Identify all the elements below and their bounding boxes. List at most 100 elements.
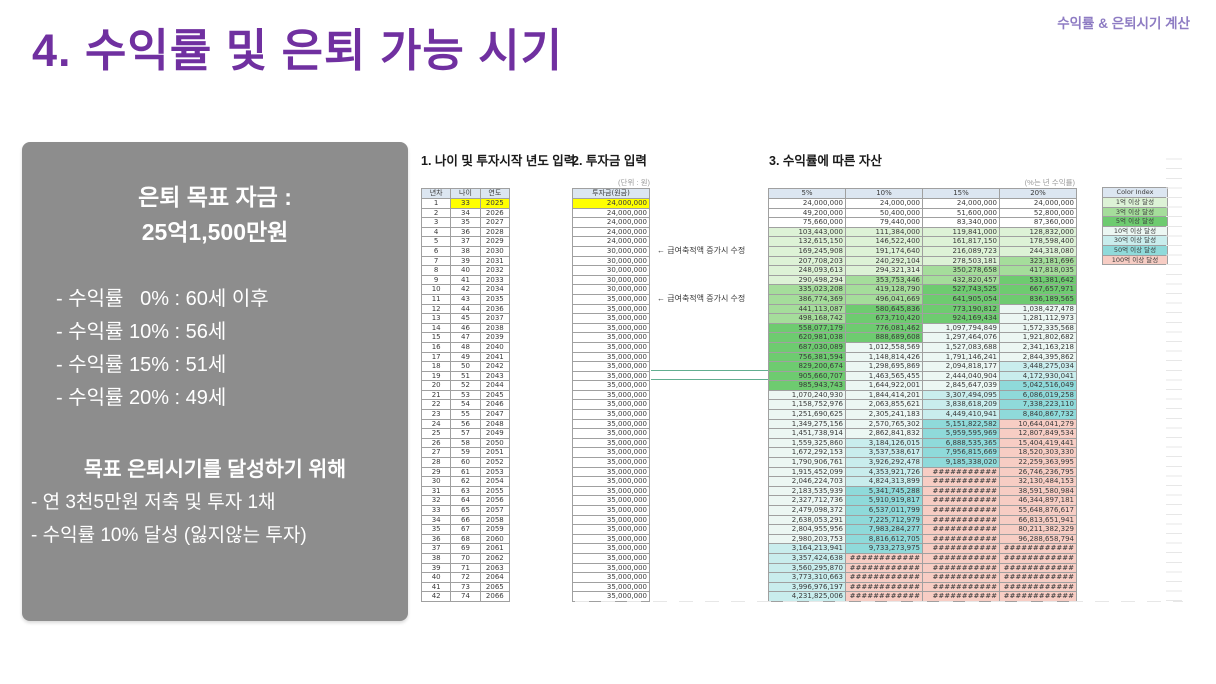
sheet-cell: 2063 <box>479 562 511 574</box>
asset-cell: 2,094,818,177 <box>922 361 1000 372</box>
list-item: - 수익률 10% 달성 (잃지않는 투자) <box>31 525 307 546</box>
excel-gridlines <box>1166 150 1182 602</box>
asset-cell: 419,128,790 <box>845 284 923 295</box>
asset-cell: 79,440,000 <box>845 217 923 228</box>
sheet-cell: 35,000,000 <box>572 581 650 593</box>
sheet-cell: 31 <box>420 485 452 497</box>
asset-cell: 1,527,083,688 <box>922 341 1000 353</box>
sheet-cell: 35,000,000 <box>572 303 650 315</box>
sheet-cell: 45 <box>450 313 481 324</box>
sheet-cell: 17 <box>420 351 452 363</box>
sheet-cell: 7 <box>420 255 452 267</box>
legend-item: 1억 이상 달성 <box>1102 197 1168 208</box>
asset-cell: 278,503,181 <box>922 255 1000 267</box>
sheet-cell: 36 <box>420 533 452 545</box>
asset-cell: ############ <box>845 552 923 564</box>
asset-cell: 2,845,647,039 <box>922 380 1000 391</box>
asset-cell: 24,000,000 <box>845 198 923 209</box>
goal-list: - 연 3천5만원 저축 및 투자 1채 - 수익률 10% 달성 (잃지않는 … <box>22 486 408 552</box>
asset-cell: 5,341,745,288 <box>845 485 923 497</box>
asset-cell: 432,820,457 <box>922 274 1000 286</box>
asset-cell: 905,660,707 <box>768 370 846 382</box>
asset-cell: 216,089,723 <box>922 245 1000 257</box>
asset-cell: ############ <box>999 581 1077 593</box>
salary-adjust-annotation: ← 급여축적액 증가시 수정 <box>657 246 746 255</box>
asset-cell: ############ <box>845 572 923 583</box>
sheet-cell: 22 <box>420 399 452 411</box>
sheet-cell: 35 <box>420 524 452 535</box>
column-header: 나이 <box>450 188 481 199</box>
asset-cell: 558,077,179 <box>768 322 846 334</box>
asset-cell: 1,559,325,860 <box>768 437 846 449</box>
asset-cell: 531,381,642 <box>999 274 1077 286</box>
sheet-cell: 2038 <box>479 322 511 334</box>
asset-cell: 3,560,295,870 <box>768 562 846 574</box>
asset-cell: 985,943,743 <box>768 380 846 391</box>
sheet-cell: 29 <box>420 466 452 478</box>
sheet-cell: 1 <box>420 198 452 209</box>
sheet-cell: 63 <box>450 485 481 497</box>
asset-cell: ########### <box>922 581 1000 593</box>
sheet-cell: 23 <box>420 409 452 420</box>
asset-cell: 417,818,035 <box>999 265 1077 276</box>
asset-cell: 49,200,000 <box>768 207 846 219</box>
sheet-cell: 49 <box>450 351 481 363</box>
asset-cell: 1,298,695,869 <box>845 361 923 372</box>
retirement-target-heading: 은퇴 목표 자금 : 25억1,500만원 <box>22 180 408 250</box>
sheet-cell: 9 <box>420 274 452 286</box>
asset-cell: ########### <box>922 562 1000 574</box>
sheet-cell: 35,000,000 <box>572 476 650 487</box>
sheet-cell: 69 <box>450 543 481 554</box>
asset-cell: 24,000,000 <box>768 198 846 209</box>
sheet-cell: 2032 <box>479 265 511 276</box>
input-cell: 24,000,000 <box>572 198 650 209</box>
asset-cell: 4,231,825,006 <box>768 591 846 602</box>
asset-cell: 2,844,395,862 <box>999 351 1077 363</box>
sheet-cell: 2029 <box>479 236 511 247</box>
asset-cell: 2,341,163,218 <box>999 341 1077 353</box>
sheet-cell: 2066 <box>479 591 511 602</box>
asset-cell: 1,297,464,076 <box>922 332 1000 343</box>
asset-cell: 248,093,613 <box>768 265 846 276</box>
sheet-cell: 35,000,000 <box>572 562 650 574</box>
asset-cell: 2,862,841,832 <box>845 428 923 439</box>
asset-cell: 169,245,908 <box>768 245 846 257</box>
asset-cell: 18,520,303,330 <box>999 447 1077 459</box>
asset-cell: 24,000,000 <box>999 198 1077 209</box>
sheet-cell: 35,000,000 <box>572 457 650 468</box>
sheet-cell: 71 <box>450 562 481 574</box>
sheet-cell: 30,000,000 <box>572 284 650 295</box>
sheet-cell: 35,000,000 <box>572 418 650 430</box>
sheet-cell: 54 <box>450 399 481 411</box>
row-trace-line <box>651 379 768 380</box>
sheet-cell: 64 <box>450 495 481 506</box>
sheet-cell: 38 <box>420 552 452 564</box>
sheet-cell: 2060 <box>479 533 511 545</box>
asset-cell: 1,251,690,625 <box>768 409 846 420</box>
sheet-cell: 2026 <box>479 207 511 219</box>
asset-cell: 51,600,000 <box>922 207 1000 219</box>
sheet-cell: 41 <box>420 581 452 593</box>
asset-cell: 3,773,310,663 <box>768 572 846 583</box>
sheet-cell: 48 <box>450 341 481 353</box>
sheet-cell: 50 <box>450 361 481 372</box>
sheet-cell: 2033 <box>479 274 511 286</box>
sheet-cell: 35,000,000 <box>572 591 650 602</box>
sheet-cell: 27 <box>420 447 452 459</box>
legend-item: 100억 이상 달성 <box>1102 254 1168 266</box>
sheet-cell: 3 <box>420 217 452 228</box>
asset-cell: 836,189,565 <box>999 293 1077 305</box>
asset-cell: 46,344,897,181 <box>999 495 1077 506</box>
age-year-table: 년차 나이 연도 1 33 2025 2 34 2026 3 35 2027 4 36 2028 5 37 202… <box>420 188 511 602</box>
list-item: - 수익률 20% : 49세 <box>56 387 227 409</box>
sheet-cell: 70 <box>450 552 481 564</box>
asset-cell: 83,340,000 <box>922 217 1000 228</box>
sheet-cell: 35,000,000 <box>572 341 650 353</box>
sheet-cell: 35,000,000 <box>572 409 650 420</box>
sheet-cell: 58 <box>450 437 481 449</box>
sheet-cell: 42 <box>420 591 452 602</box>
salary-adjust-annotation: ← 급여축적액 증가시 수정 <box>657 294 746 303</box>
sheet-cell: 2052 <box>479 457 511 468</box>
asset-cell: 924,169,434 <box>922 313 1000 324</box>
list-item: - 수익률 10% : 56세 <box>56 321 227 343</box>
